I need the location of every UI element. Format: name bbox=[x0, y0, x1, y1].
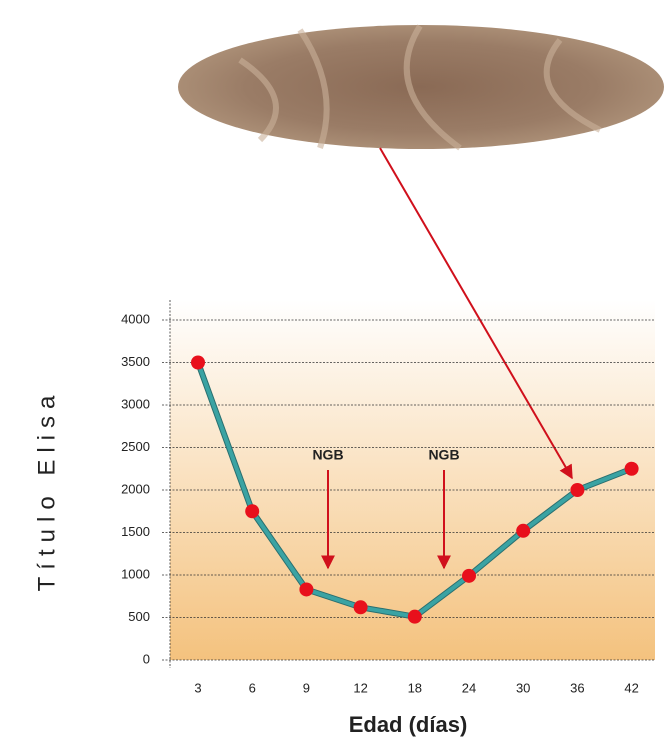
y-tick-label: 1500 bbox=[121, 524, 150, 539]
x-tick-label: 12 bbox=[353, 680, 367, 695]
marker bbox=[299, 582, 314, 597]
y-tick-label: 0 bbox=[143, 651, 150, 666]
marker bbox=[516, 523, 531, 538]
marker bbox=[624, 461, 639, 476]
x-tick-label: 30 bbox=[516, 680, 530, 695]
x-tick-label: 24 bbox=[462, 680, 476, 695]
x-tick-label: 36 bbox=[570, 680, 584, 695]
tissue-image bbox=[178, 25, 664, 149]
y-tick-label: 2500 bbox=[121, 439, 150, 454]
y-tick-label: 4000 bbox=[121, 311, 150, 326]
tissue-texture bbox=[238, 24, 602, 151]
y-tick-label: 3000 bbox=[121, 396, 150, 411]
marker bbox=[570, 483, 585, 497]
marker bbox=[462, 568, 476, 583]
x-tick-label: 6 bbox=[249, 680, 256, 695]
x-axis-label: Edad (días) bbox=[349, 712, 468, 737]
marker bbox=[191, 355, 205, 370]
x-tick-label: 3 bbox=[194, 680, 201, 695]
y-tick-label: 1000 bbox=[121, 566, 150, 581]
annotation: NGB bbox=[428, 447, 459, 463]
x-tick-label: 18 bbox=[408, 680, 422, 695]
plot-background bbox=[170, 300, 655, 660]
y-axis-label: Título Elisa bbox=[33, 389, 60, 592]
y-tick-label: 500 bbox=[128, 609, 150, 624]
x-tick-label: 42 bbox=[624, 680, 638, 695]
y-tick-label: 3500 bbox=[121, 354, 150, 369]
x-tick-label: 9 bbox=[303, 680, 310, 695]
callout-arrow bbox=[379, 147, 573, 480]
y-tick-label: 2000 bbox=[121, 481, 150, 496]
annotation: NGB bbox=[312, 447, 343, 463]
marker bbox=[353, 600, 368, 615]
marker bbox=[245, 504, 260, 519]
marker bbox=[407, 609, 422, 624]
